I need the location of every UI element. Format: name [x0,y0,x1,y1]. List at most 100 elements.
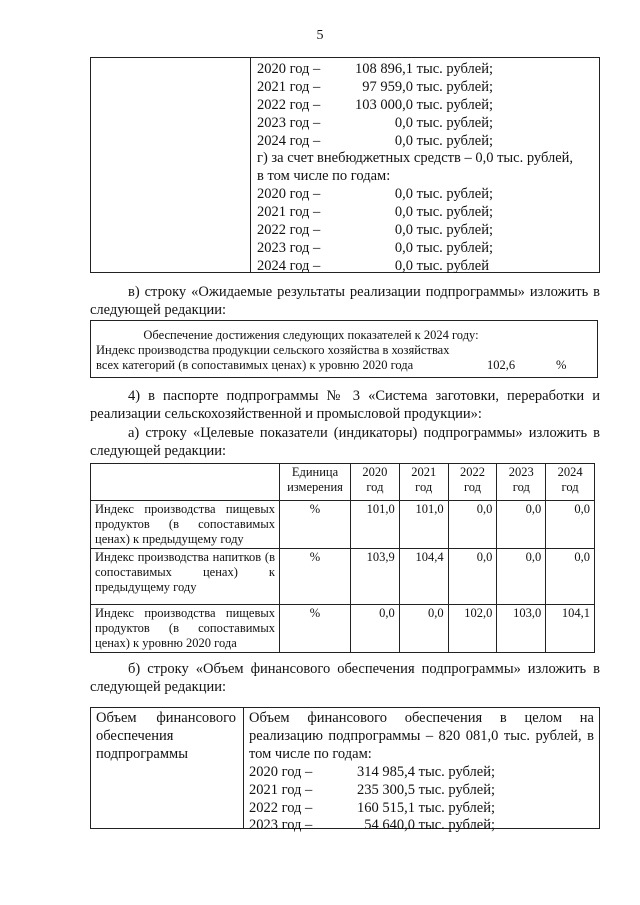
paragraph-4: 4) в паспорте подпрограммы № 3 «Система … [90,388,600,422]
year-amount-line: 2022 год – 160 515,1 тыс. рублей; [249,800,594,818]
unit: тыс. рублей; [416,222,493,239]
year-amount-line: 2021 год – 97 959,0 тыс. рублей; [257,79,597,97]
unit: тыс. рублей; [416,96,493,113]
year-amount-line: 2021 год – 235 300,5 тыс. рублей; [249,782,594,800]
indicator-value: 0,0 [447,548,498,605]
year: 2020 год – [257,61,321,77]
finance-intro: Объем финансового обеспечения в целом на… [249,710,594,762]
unit: тыс. рублей; [416,204,493,221]
results-heading: Обеспечение достижения следующих показат… [143,328,479,342]
year-amount-line: 2020 год – 108 896,1 тыс. рублей; [257,61,597,79]
year-amount-line: 2022 год – 0,0 тыс. рублей; [257,222,597,240]
amount: 0,0 [394,186,413,203]
amount: 0,0 [394,257,413,274]
year-amount-line: 2022 год – 103 000,0 тыс. рублей; [257,97,597,115]
amount: 97 959,0 [362,78,413,95]
indicator-value: 0,0 [545,500,595,549]
header-cell: 2022 год [447,463,498,501]
offbudget-line-2: в том числе по годам: [257,168,391,185]
header-cell: 2023 год [496,463,547,501]
year-amount-line: 2024 год – 0,0 тыс. рублей; [257,133,597,151]
table-row: Индекс производства напитков (в сопостав… [90,548,595,605]
header-cell: 2024 год [545,463,595,501]
indicator-unit: % [279,548,351,605]
year-amount-line: 2020 год – 314 985,4 тыс. рублей; [249,764,594,782]
indicator-value: 104,1 [545,604,595,653]
finance-table: Объем финансового обеспечения подпрограм… [90,707,600,833]
results-line-1: Индекс производства продукции сельского … [96,343,450,357]
year: 2024 год – [257,257,321,274]
unit: тыс. рублей; [416,78,493,95]
year: 2022 год – [249,799,313,816]
unit: тыс. рублей; [416,61,493,77]
indicator-name: Индекс производства пищевых продуктов (в… [90,500,280,549]
table-divider [250,58,251,272]
amount: 0,0 [394,239,413,256]
year: 2022 год – [257,96,321,113]
year-amount-line: 2023 год – 0,0 тыс. рублей; [257,115,597,133]
unit: тыс. рублей; [416,239,493,256]
unit: тыс. рублей; [416,186,493,203]
offbudget-line: г) за счет внебюджетных средств – 0,0 ты… [257,150,574,167]
unit: тыс. рублей; [418,817,495,834]
year-amount-line: 2020 год – 0,0 тыс. рублей; [257,186,597,204]
funding-lines: 2020 год –108 896,1 тыс. рублей; 2021 год… [257,61,597,276]
amount: 54 640,0 [364,817,415,834]
indicator-unit: % [279,604,351,653]
paragraph-v: в) строку «Ожидаемые результаты реализац… [90,284,600,318]
year: 2022 год – [257,222,321,239]
indicator-value: 103,0 [496,604,547,653]
finance-content: Объем финансового обеспечения в целом на… [249,710,594,835]
indicator-name: Индекс производства пищевых продуктов (в… [90,604,280,653]
unit: тыс. рублей; [416,114,493,131]
page-number: 5 [316,28,324,43]
year: 2023 год – [249,817,313,834]
year: 2023 год – [257,239,321,256]
unit: тыс. рублей; [416,132,493,149]
amount: 108 896,1 [355,61,413,77]
amount: 160 515,1 [357,799,415,816]
indicator-name: Индекс производства напитков (в сопостав… [90,548,280,605]
unit: тыс. рублей; [418,799,495,816]
amount: 0,0 [394,114,413,131]
year: 2020 год – [257,186,321,203]
indicators-table: Единица измерения 2020 год 2021 год 2022… [90,463,595,653]
results-unit: % [556,358,567,372]
results-line-2: всех категорий (в сопоставимых ценах) к … [96,358,414,372]
paragraph-a: а) строку «Целевые показатели (индикатор… [90,425,600,459]
unit: тыс. рублей; [418,763,495,780]
results-value: 102,6 [487,358,516,372]
amount: 0,0 [394,222,413,239]
indicator-value: 101,0 [350,500,400,549]
year: 2021 год – [257,78,321,95]
year-amount-line: 2023 год – 54 640,0 тыс. рублей; [249,817,594,835]
indicator-value: 104,4 [398,548,449,605]
table-header-row: Единица измерения 2020 год 2021 год 2022… [90,463,595,501]
year-amount-line: 2024 год – 0,0 тыс. рублей [257,258,597,276]
indicator-value: 0,0 [545,548,595,605]
unit: тыс. рублей; [418,781,495,798]
amount: 314 985,4 [357,763,415,780]
year: 2021 год – [257,204,321,221]
indicator-value: 0,0 [447,500,498,549]
indicator-value: 102,0 [447,604,498,653]
table-divider [243,708,244,828]
expected-results-box: Обеспечение достижения следующих показат… [90,320,598,378]
year: 2020 год – [249,763,313,780]
year: 2024 год – [257,132,321,149]
year: 2023 год – [257,114,321,131]
paragraph-b: б) строку «Объем финансового обеспечения… [90,661,600,695]
year-amount-line: 2021 год – 0,0 тыс. рублей; [257,204,597,222]
indicator-value: 0,0 [350,604,400,653]
amount: 0,0 [394,204,413,221]
finance-label: Объем финансового обеспечения подпрограм… [96,710,236,762]
funding-continuation-table: 2020 год –108 896,1 тыс. рублей; 2021 год… [90,57,600,276]
table-row: Индекс производства пищевых продуктов (в… [90,604,595,653]
header-cell: Единица измерения [279,463,351,501]
table-row: Индекс производства пищевых продуктов (в… [90,500,595,549]
header-cell: 2020 год [350,463,400,501]
year: 2021 год – [249,781,313,798]
indicator-value: 103,9 [350,548,400,605]
amount: 0,0 [394,132,413,149]
header-cell: 2021 год [398,463,449,501]
